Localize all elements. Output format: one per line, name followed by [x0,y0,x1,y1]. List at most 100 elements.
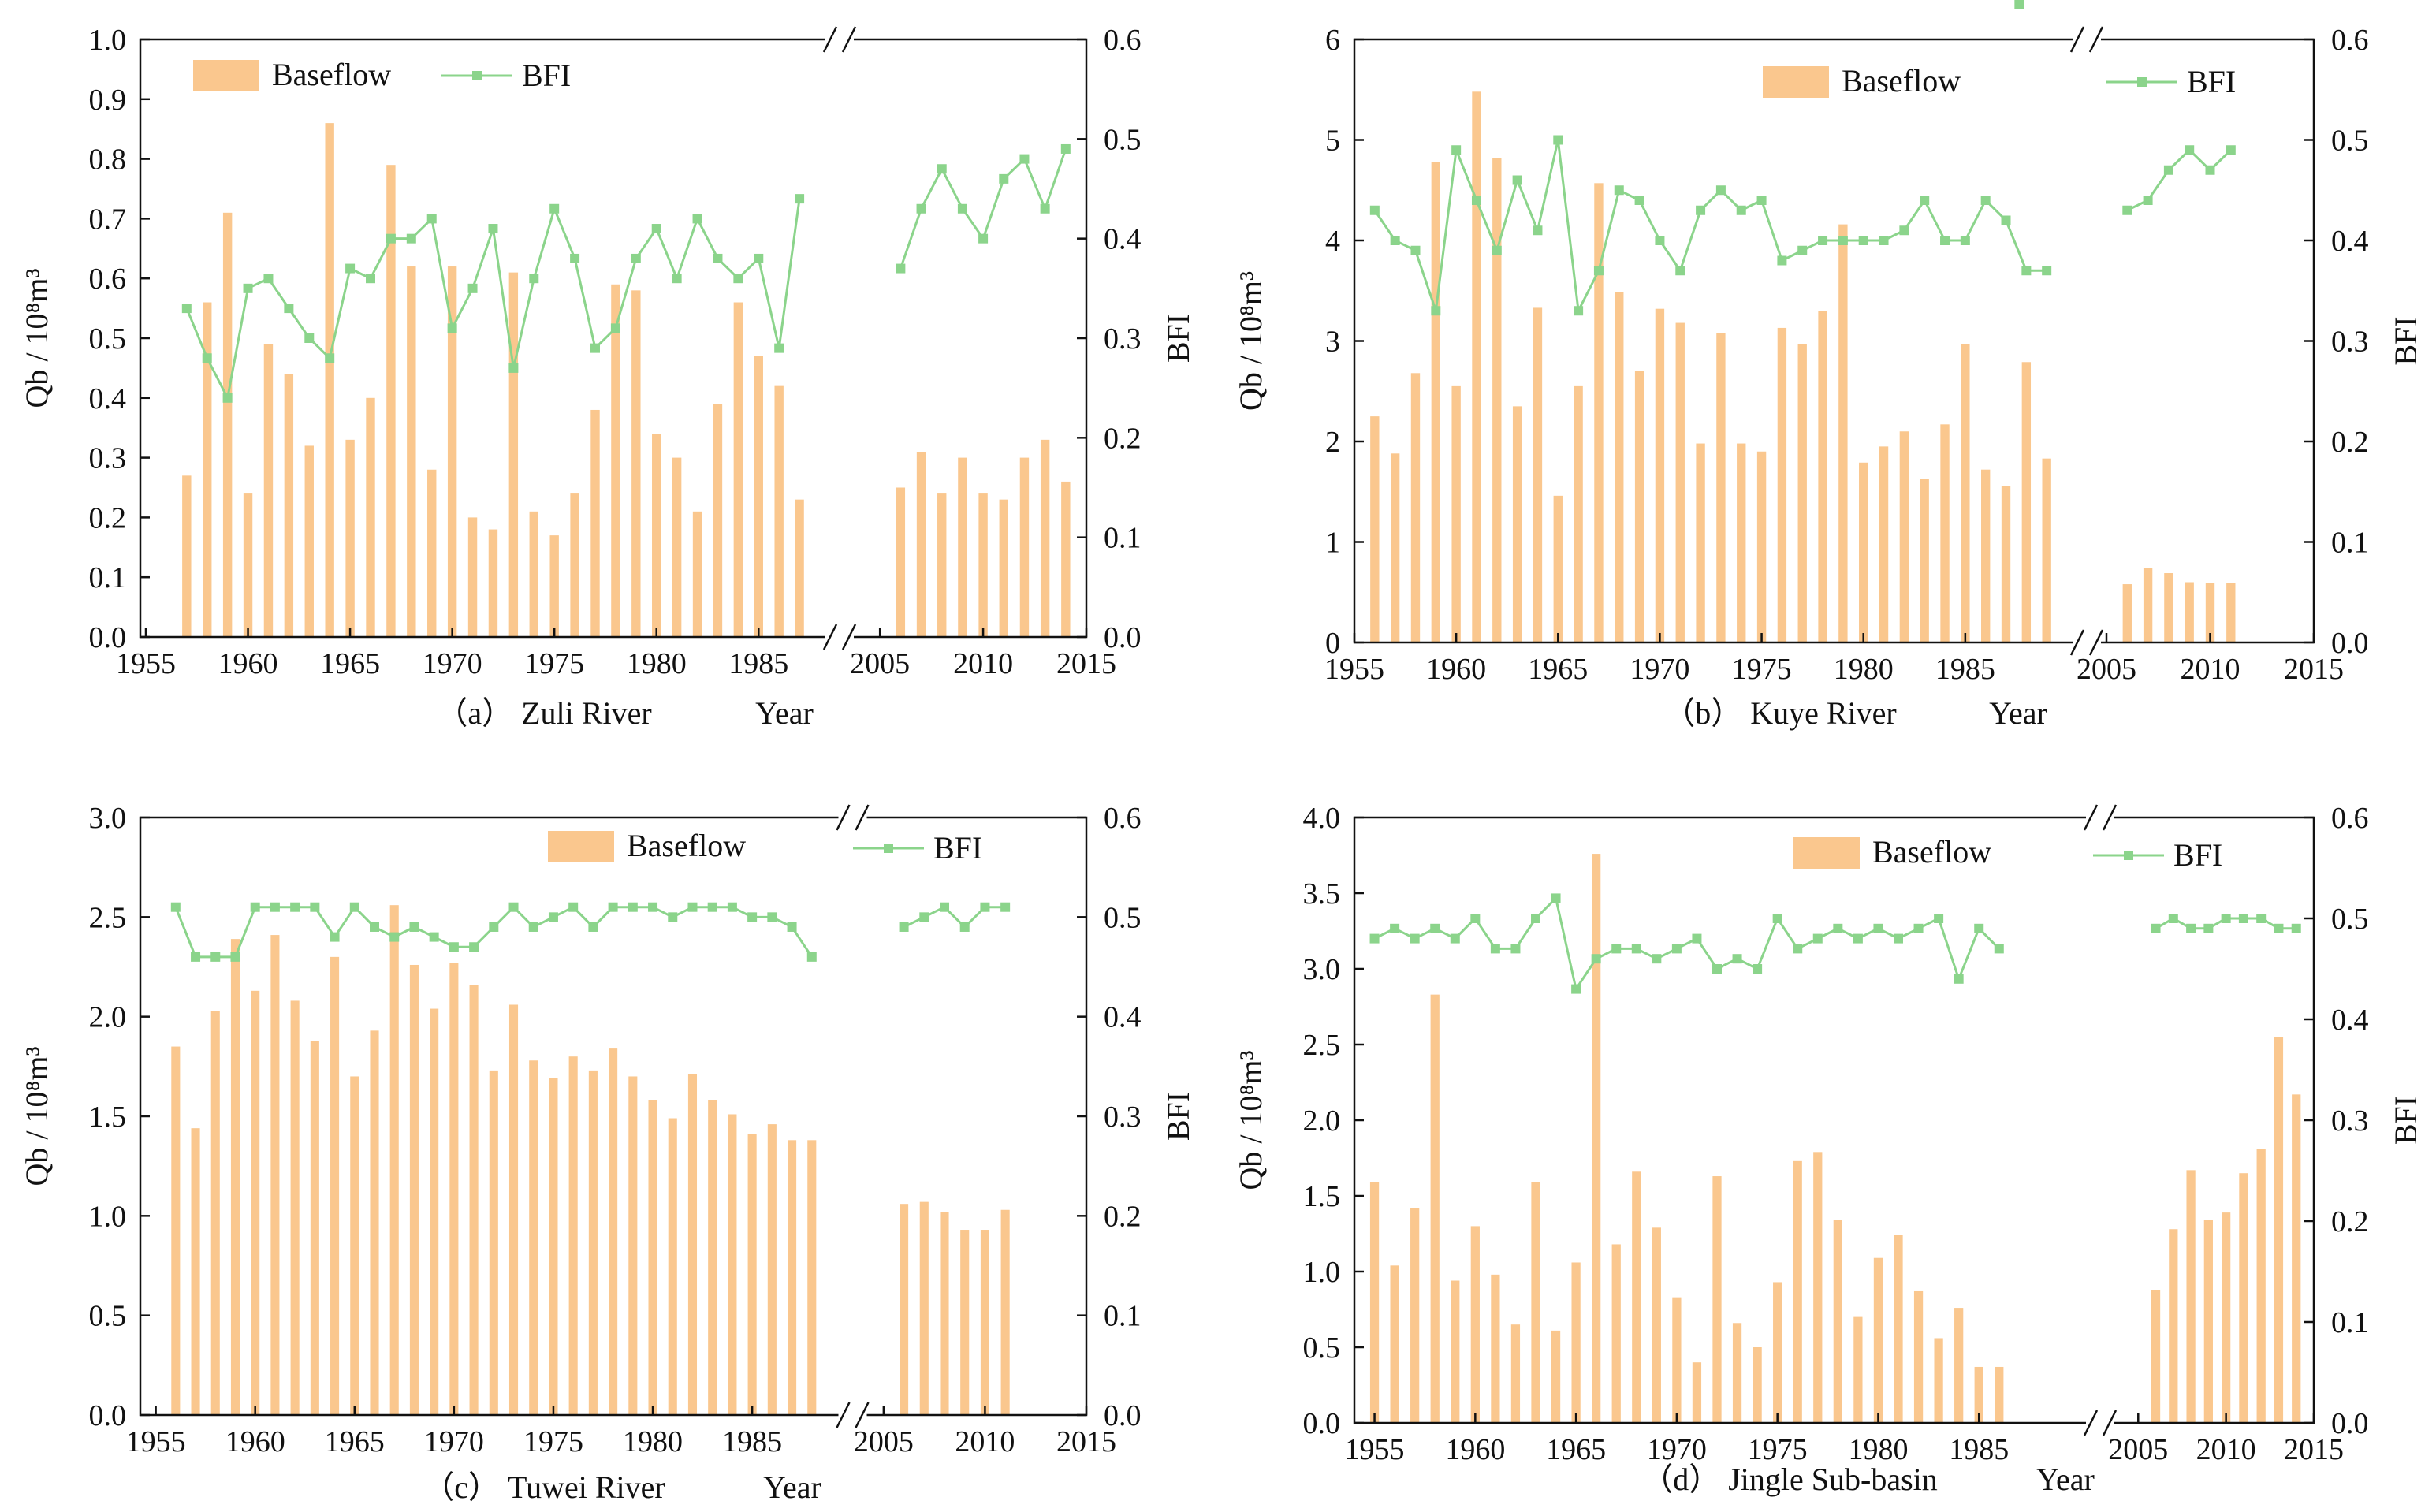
bfi-marker [429,932,439,942]
x-tick-label: 1965 [325,1425,385,1458]
x-tick-label: 2005 [2108,1433,2168,1466]
baseflow-bar [1675,322,1685,642]
axis-break-mark [841,624,857,650]
bfi-marker [1571,984,1581,994]
y-left-tick-label: 0.9 [89,84,127,117]
bfi-marker [1652,954,1662,964]
x-tick-label: 2015 [2284,653,2344,686]
x-tick-label: 1965 [320,647,380,680]
baseflow-bar [2151,1290,2161,1423]
baseflow-bar [1470,1226,1480,1423]
baseflow-bar [1913,1290,1924,1423]
baseflow-bar [628,1076,638,1415]
bfi-marker [1940,236,1950,245]
bfi-marker [1410,245,1421,255]
baseflow-bar [1995,1366,2004,1423]
bfi-marker [366,274,375,284]
bfi-marker [548,912,558,922]
baseflow-bar [2256,1149,2266,1423]
baseflow-bar [325,123,334,637]
baseflow-bar [631,290,641,637]
baseflow-bar [1369,1182,1380,1423]
y-left-tick-label: 0.0 [89,1399,127,1432]
legend-baseflow-swatch [1793,837,1860,869]
y-left-tick-label: 6 [1325,24,1340,57]
bfi-marker [284,304,294,314]
baseflow-bar [407,266,416,637]
baseflow-bar [251,990,260,1415]
baseflow-bar [284,374,294,637]
baseflow-bar [1592,854,1601,1423]
baseflow-bar [687,1074,698,1415]
baseflow-bar [2143,568,2153,642]
bfi-marker [1793,944,1803,954]
axis-break-mark [836,1402,851,1428]
y-left-axis-title: Qb / 10⁸m³ [19,268,54,408]
bfi-marker [469,942,479,952]
baseflow-bar [609,1048,618,1415]
bfi-line [1373,140,2047,315]
axis-break-mark [836,804,851,831]
baseflow-bar [788,1140,797,1415]
bfi-marker [2021,266,2032,276]
bfi-marker [2014,0,2024,9]
y-right-tick-label: 0.2 [1104,422,1142,455]
bfi-marker [1390,236,1400,245]
x-tick-label: 1985 [728,647,788,680]
baseflow-bar [2292,1094,2301,1423]
bfi-marker [959,922,970,932]
axis-break-mark [2083,804,2099,831]
bfi-marker [1430,923,1440,933]
baseflow-bar [1873,1257,1883,1423]
baseflow-bar [2205,583,2215,642]
bfi-marker [2203,923,2214,933]
bfi-marker [2168,914,2178,923]
bfi-marker [1954,974,1964,984]
bfi-marker [774,343,784,353]
bfi-marker [2163,165,2173,175]
baseflow-bar [2222,1212,2231,1423]
x-tick-label: 1985 [1935,653,1995,686]
panel-caption: （a） Zuli River [436,695,651,731]
baseflow-bar [488,529,498,637]
panel-caption: （b） Kuye River [1663,695,1897,731]
baseflow-bar [1574,385,1583,642]
bfi-marker [426,214,437,224]
bfi-marker [957,203,967,214]
bfi-marker [2186,923,2196,933]
y-left-tick-label: 4 [1325,225,1340,258]
baseflow-bar [310,1040,319,1415]
baseflow-bar [2122,584,2132,642]
baseflow-bar [940,1212,949,1415]
x-tick-label: 1955 [1345,1433,1405,1466]
y-left-tick-label: 0.5 [89,322,127,356]
legend-baseflow-swatch [548,831,614,862]
y-left-axis-title: Qb / 10⁸m³ [19,1046,54,1186]
y-right-tick-label: 0.1 [2331,1306,2369,1339]
bfi-marker [940,902,949,912]
baseflow-bar [1430,994,1440,1423]
x-tick-label: 2010 [2181,653,2240,686]
legend-bfi-label: BFI [2187,64,2236,99]
legend-baseflow-label: Baseflow [627,828,746,863]
baseflow-bar [896,487,906,637]
baseflow-bar [2274,1037,2284,1423]
x-axis-title: Year [763,1469,821,1505]
bfi-marker [1614,185,1624,196]
legend-bfi-marker [2124,851,2133,860]
bfi-marker [1818,236,1828,245]
baseflow-bar [469,985,479,1415]
bfi-marker [1777,255,1787,266]
axis-break-mark [855,1402,870,1428]
x-tick-label: 1970 [1630,653,1689,686]
bfi-marker [1553,135,1563,145]
bfi-marker [1040,203,1050,214]
y-right-tick-label: 0.2 [1104,1200,1142,1233]
bfi-marker [1591,954,1601,964]
y-right-tick-label: 0.4 [2331,1004,2369,1037]
x-tick-label: 2015 [1056,647,1116,680]
bfi-line [903,905,1006,929]
bfi-marker [937,164,947,174]
baseflow-bar [728,1114,737,1415]
